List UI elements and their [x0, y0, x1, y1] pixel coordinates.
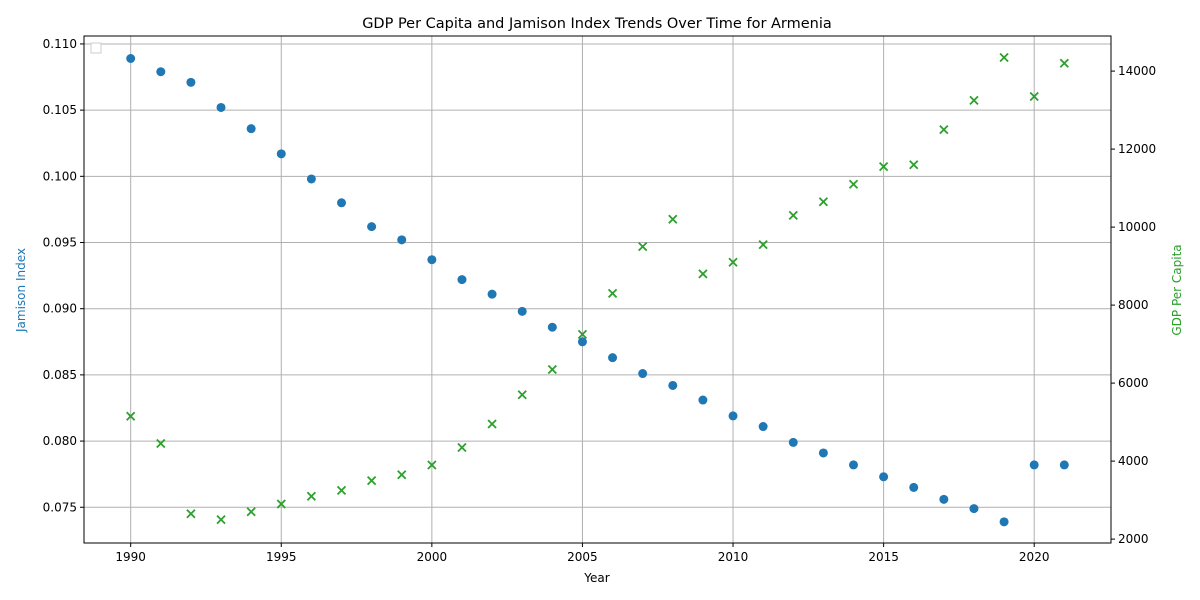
x-tick-label: 2020: [1019, 550, 1050, 564]
x-tick-label: 2010: [718, 550, 749, 564]
jamison-point: [909, 482, 919, 492]
data-points: [126, 52, 1069, 527]
jamison-point: [788, 437, 798, 447]
jamison-point: [969, 504, 979, 514]
y-left-tick-label: 0.110: [43, 37, 77, 51]
gdp-point: [517, 390, 527, 400]
jamison-point: [577, 337, 587, 347]
jamison-point: [1029, 460, 1039, 470]
x-tick-label: 2000: [417, 550, 448, 564]
jamison-point: [156, 67, 166, 77]
x-tick-label: 1995: [266, 550, 297, 564]
jamison-point: [186, 77, 196, 87]
gdp-point: [397, 470, 407, 480]
y-right-tick-label: 8000: [1118, 298, 1149, 312]
y-right-tick-label: 10000: [1118, 220, 1156, 234]
y-left-tick-label: 0.075: [43, 500, 77, 514]
ticks: 1990 1995 2000 2005 2010 2015 2020 0.075 0.080 0.…: [43, 37, 1157, 564]
gdp-point: [427, 460, 437, 470]
y-right-tick-label: 14000: [1118, 64, 1156, 78]
jamison-point: [246, 124, 256, 134]
gdp-point: [577, 329, 588, 339]
gdp-point: [999, 52, 1009, 63]
jamison-point: [999, 517, 1009, 527]
gdp-point: [878, 162, 889, 172]
y-right-tick-label: 6000: [1118, 376, 1149, 390]
jamison-point: [728, 411, 738, 421]
x-tick-label: 2005: [567, 550, 598, 564]
y-left-tick-label: 0.105: [43, 103, 77, 117]
x-axis-title: Year: [583, 571, 609, 585]
y-right-axis-title: GDP Per Capita: [1170, 244, 1184, 335]
jamison-point: [457, 275, 467, 285]
jamison-point: [397, 235, 407, 245]
gdp-point: [969, 95, 979, 105]
legend-box: [90, 42, 102, 54]
jamison-point: [276, 149, 286, 159]
y-right-tick-label: 4000: [1118, 454, 1149, 468]
jamison-point: [818, 448, 828, 458]
jamison-point: [126, 54, 136, 64]
jamison-point: [367, 222, 377, 232]
y-left-tick-label: 0.090: [43, 302, 77, 316]
chart-title: GDP Per Capita and Jamison Index Trends …: [362, 16, 832, 32]
gdp-point: [216, 514, 226, 525]
jamison-point: [517, 306, 527, 316]
y-right-tick-label: 12000: [1118, 142, 1156, 156]
jamison-point: [1059, 460, 1069, 470]
grid: [84, 36, 1111, 543]
gdp-point: [909, 160, 919, 170]
y-left-tick-label: 0.080: [43, 434, 77, 448]
jamison-point: [848, 460, 858, 470]
gdp-point: [758, 240, 768, 250]
gdp-point: [156, 438, 166, 449]
jamison-point: [758, 422, 768, 432]
jamison-point: [427, 255, 437, 265]
gdp-point: [457, 442, 467, 453]
gdp-point: [788, 210, 798, 221]
jamison-point: [939, 494, 949, 504]
gdp-point: [638, 241, 648, 252]
gdp-point: [126, 411, 136, 421]
gdp-point: [336, 485, 347, 495]
plot-frame: [83, 35, 1112, 544]
gdp-point: [246, 507, 256, 517]
x-tick-label: 1990: [115, 550, 146, 564]
jamison-point: [487, 289, 497, 299]
jamison-point: [668, 380, 678, 390]
y-left-axis-title: Jamison Index: [14, 248, 28, 333]
y-left-tick-label: 0.085: [43, 368, 77, 382]
gdp-point: [1029, 91, 1039, 102]
gdp-point: [848, 179, 859, 189]
jamison-point: [547, 322, 557, 332]
y-left-tick-label: 0.095: [43, 236, 77, 250]
jamison-point: [216, 102, 226, 112]
gdp-point: [276, 499, 286, 509]
gdp-point: [607, 288, 618, 299]
x-tick-label: 2015: [868, 550, 899, 564]
jamison-point: [879, 472, 889, 482]
gdp-point: [818, 197, 829, 207]
y-left-tick-label: 0.100: [43, 169, 77, 183]
gdp-point: [939, 124, 949, 135]
gdp-point: [487, 419, 497, 429]
gdp-point: [1059, 58, 1069, 68]
jamison-point: [698, 395, 708, 405]
y-right-tick-label: 2000: [1118, 532, 1149, 546]
gdp-point: [698, 269, 708, 279]
gdp-point: [668, 214, 678, 224]
jamison-point: [638, 369, 648, 379]
gdp-point: [366, 475, 377, 486]
jamison-point: [337, 198, 347, 208]
gdp-point: [728, 257, 738, 267]
jamison-point: [306, 174, 316, 184]
gdp-point: [186, 509, 196, 519]
jamison-point: [608, 353, 618, 363]
gdp-point: [306, 491, 317, 501]
gdp-point: [547, 364, 557, 375]
